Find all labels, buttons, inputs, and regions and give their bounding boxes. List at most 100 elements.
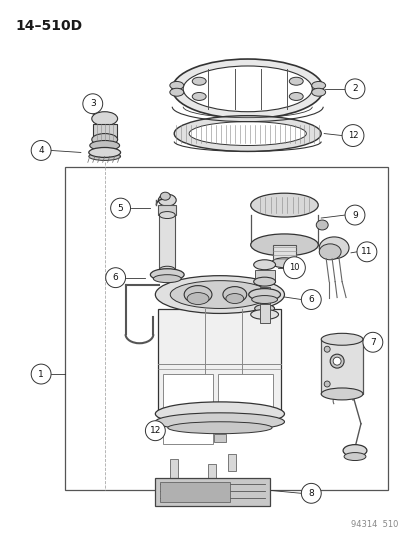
Ellipse shape — [159, 212, 175, 219]
Text: 4: 4 — [38, 146, 44, 155]
Bar — [207, 464, 216, 481]
Ellipse shape — [192, 77, 206, 85]
Bar — [320, 340, 362, 394]
Bar — [93, 124, 116, 140]
Ellipse shape — [318, 244, 340, 260]
Circle shape — [110, 198, 130, 218]
Bar — [170, 458, 178, 480]
Ellipse shape — [271, 258, 297, 268]
Bar — [159, 215, 175, 270]
Ellipse shape — [222, 287, 246, 303]
Ellipse shape — [254, 304, 274, 312]
Ellipse shape — [167, 422, 271, 434]
Bar — [217, 374, 272, 409]
Circle shape — [356, 242, 376, 262]
Circle shape — [301, 483, 320, 503]
Ellipse shape — [250, 193, 318, 217]
Ellipse shape — [172, 59, 323, 119]
Ellipse shape — [323, 381, 330, 387]
Ellipse shape — [92, 112, 117, 126]
Ellipse shape — [88, 148, 120, 157]
Ellipse shape — [343, 453, 365, 461]
Ellipse shape — [318, 237, 348, 259]
Ellipse shape — [187, 293, 209, 304]
Ellipse shape — [323, 346, 330, 352]
Ellipse shape — [155, 413, 284, 431]
Ellipse shape — [183, 66, 311, 112]
Ellipse shape — [92, 134, 117, 146]
Ellipse shape — [159, 266, 175, 273]
Bar — [155, 479, 269, 506]
Ellipse shape — [320, 333, 362, 345]
Ellipse shape — [174, 116, 320, 151]
Text: 94314  510: 94314 510 — [351, 520, 398, 529]
Ellipse shape — [189, 122, 306, 146]
Text: 11: 11 — [360, 247, 372, 256]
Bar — [227, 454, 235, 472]
Circle shape — [31, 141, 51, 160]
Ellipse shape — [150, 269, 184, 281]
Bar — [160, 482, 229, 502]
Bar — [65, 167, 387, 490]
Ellipse shape — [192, 93, 206, 100]
Ellipse shape — [169, 82, 183, 90]
Circle shape — [341, 125, 363, 147]
Ellipse shape — [311, 82, 325, 90]
Ellipse shape — [253, 277, 275, 286]
Ellipse shape — [169, 88, 183, 96]
Ellipse shape — [289, 93, 302, 100]
Bar — [158, 310, 281, 414]
Text: 14–510D: 14–510D — [15, 19, 82, 33]
Circle shape — [83, 94, 102, 114]
Ellipse shape — [251, 296, 277, 303]
Ellipse shape — [155, 276, 284, 313]
Ellipse shape — [225, 420, 233, 427]
Text: 1: 1 — [38, 369, 44, 378]
Circle shape — [145, 421, 165, 441]
Ellipse shape — [289, 77, 302, 85]
Ellipse shape — [316, 220, 328, 230]
Circle shape — [344, 79, 364, 99]
Ellipse shape — [184, 286, 211, 303]
Ellipse shape — [332, 357, 340, 365]
Circle shape — [344, 205, 364, 225]
Ellipse shape — [253, 260, 275, 270]
Ellipse shape — [342, 445, 366, 457]
Ellipse shape — [320, 388, 362, 400]
Text: 7: 7 — [369, 338, 375, 347]
Circle shape — [362, 332, 382, 352]
Ellipse shape — [160, 192, 170, 200]
Bar — [259, 303, 269, 324]
Ellipse shape — [153, 274, 181, 282]
Text: 2: 2 — [351, 84, 357, 93]
Bar — [158, 205, 176, 215]
Text: 3: 3 — [90, 99, 95, 108]
Ellipse shape — [248, 288, 280, 301]
Text: 9: 9 — [351, 211, 357, 220]
Circle shape — [31, 364, 51, 384]
Ellipse shape — [311, 88, 325, 96]
Ellipse shape — [170, 281, 269, 309]
Ellipse shape — [250, 310, 278, 319]
Text: 5: 5 — [117, 204, 123, 213]
Ellipse shape — [225, 294, 243, 303]
Bar — [272, 245, 296, 263]
Ellipse shape — [90, 141, 119, 150]
Ellipse shape — [158, 194, 176, 206]
Text: 6: 6 — [112, 273, 118, 282]
Text: 12: 12 — [150, 426, 161, 435]
Ellipse shape — [250, 234, 318, 256]
Circle shape — [105, 268, 125, 288]
Ellipse shape — [330, 354, 343, 368]
Bar — [259, 287, 269, 309]
Text: 8: 8 — [308, 489, 313, 498]
Circle shape — [283, 257, 305, 279]
Text: 10: 10 — [288, 263, 299, 272]
Text: 12: 12 — [347, 131, 357, 140]
Ellipse shape — [88, 152, 120, 160]
Circle shape — [301, 289, 320, 310]
Ellipse shape — [155, 402, 284, 426]
Bar — [163, 374, 212, 443]
Text: 6: 6 — [308, 295, 313, 304]
Bar — [254, 270, 274, 281]
